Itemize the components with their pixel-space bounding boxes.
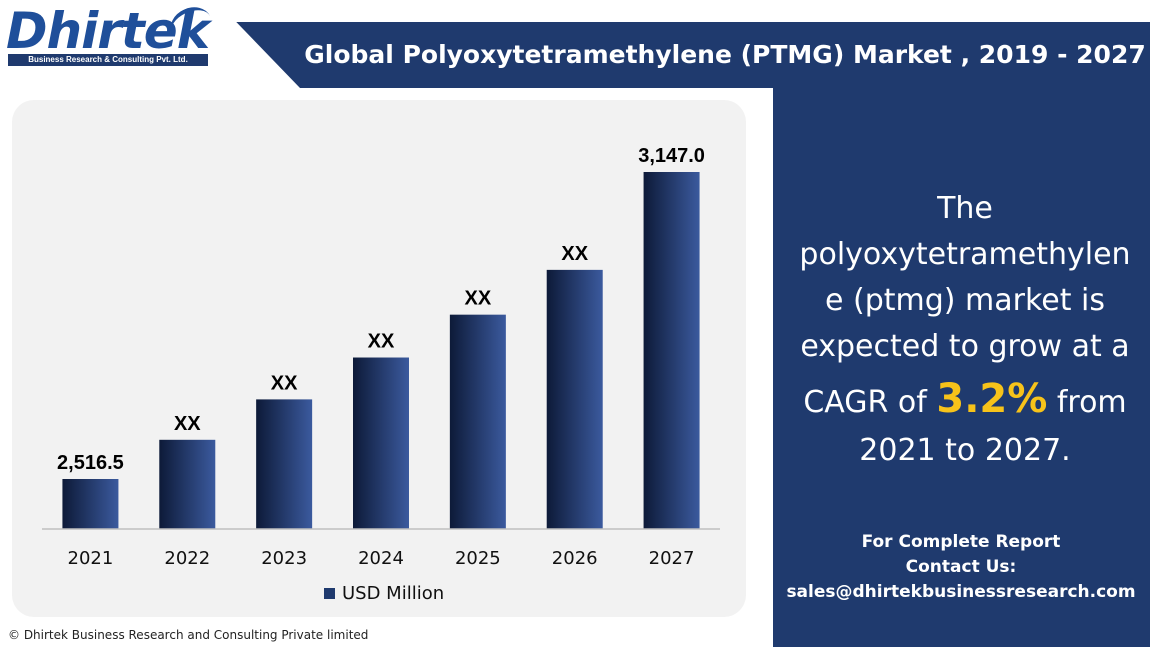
data-label-2025: XX	[465, 288, 492, 310]
page-title: Global Polyoxytetramethylene (PTMG) Mark…	[304, 40, 1146, 69]
bar-2024	[353, 357, 409, 529]
summary-cagr-prefix: CAGR of	[803, 385, 937, 420]
summary-line-1: The	[937, 191, 993, 226]
summary-line-4: expected to grow at a	[800, 329, 1130, 364]
bar-2027	[643, 172, 700, 529]
legend-label: USD Million	[342, 583, 444, 604]
summary-line-5: CAGR of 3.2% from	[780, 370, 1150, 428]
data-label-2024: XX	[368, 331, 395, 353]
summary-line-2: polyoxytetramethylen	[799, 237, 1131, 272]
contact-line-2: Contact Us:	[905, 557, 1017, 577]
bar-chart: 2,516.5 XX XX XX XX XX 3,147.0 2021 2022 2023 202…	[42, 145, 720, 604]
legend-swatch	[324, 588, 335, 599]
contact-block: For Complete Report Contact Us: sales@dh…	[776, 530, 1146, 605]
summary-cagr-suffix: from	[1047, 385, 1127, 420]
bar-2023	[256, 399, 313, 529]
chart-card: 2,516.5 XX XX XX XX XX 3,147.0 2021 2022 2023 202…	[12, 100, 746, 617]
x-tick-2026: 2026	[552, 548, 598, 569]
summary-line-3: e (ptmg) market is	[825, 283, 1105, 318]
cagr-value: 3.2%	[936, 376, 1048, 422]
data-label-2022: XX	[174, 413, 201, 435]
summary-line-6: 2021 to 2027.	[859, 433, 1071, 468]
summary-panel	[773, 88, 1150, 647]
data-label-2021: 2,516.5	[57, 452, 124, 474]
x-tick-2021: 2021	[68, 548, 114, 569]
contact-line-1: For Complete Report	[861, 532, 1061, 552]
bar-2025	[449, 314, 506, 529]
contact-email[interactable]: sales@dhirtekbusinessresearch.com	[786, 582, 1136, 602]
x-tick-2027: 2027	[649, 548, 695, 569]
x-tick-2024: 2024	[358, 548, 404, 569]
legend: USD Million	[324, 583, 444, 604]
logo-tagline: Business Research & Consulting Pvt. Ltd.	[8, 54, 208, 66]
logo: Dhirtek Business Research & Consulting P…	[0, 0, 300, 88]
summary-text: The polyoxytetramethylen e (ptmg) market…	[780, 186, 1150, 474]
x-tick-2023: 2023	[261, 548, 307, 569]
bar-2022	[159, 439, 216, 529]
data-label-2026: XX	[561, 243, 588, 265]
logo-text: Dhirtek	[6, 2, 210, 60]
data-label-2027: 3,147.0	[638, 145, 705, 167]
x-tick-2022: 2022	[164, 548, 210, 569]
data-label-2023: XX	[271, 372, 298, 394]
bar-2021	[62, 479, 119, 529]
bar-2026	[546, 269, 603, 529]
copyright-footer: © Dhirtek Business Research and Consulti…	[8, 628, 369, 642]
x-tick-2025: 2025	[455, 548, 501, 569]
